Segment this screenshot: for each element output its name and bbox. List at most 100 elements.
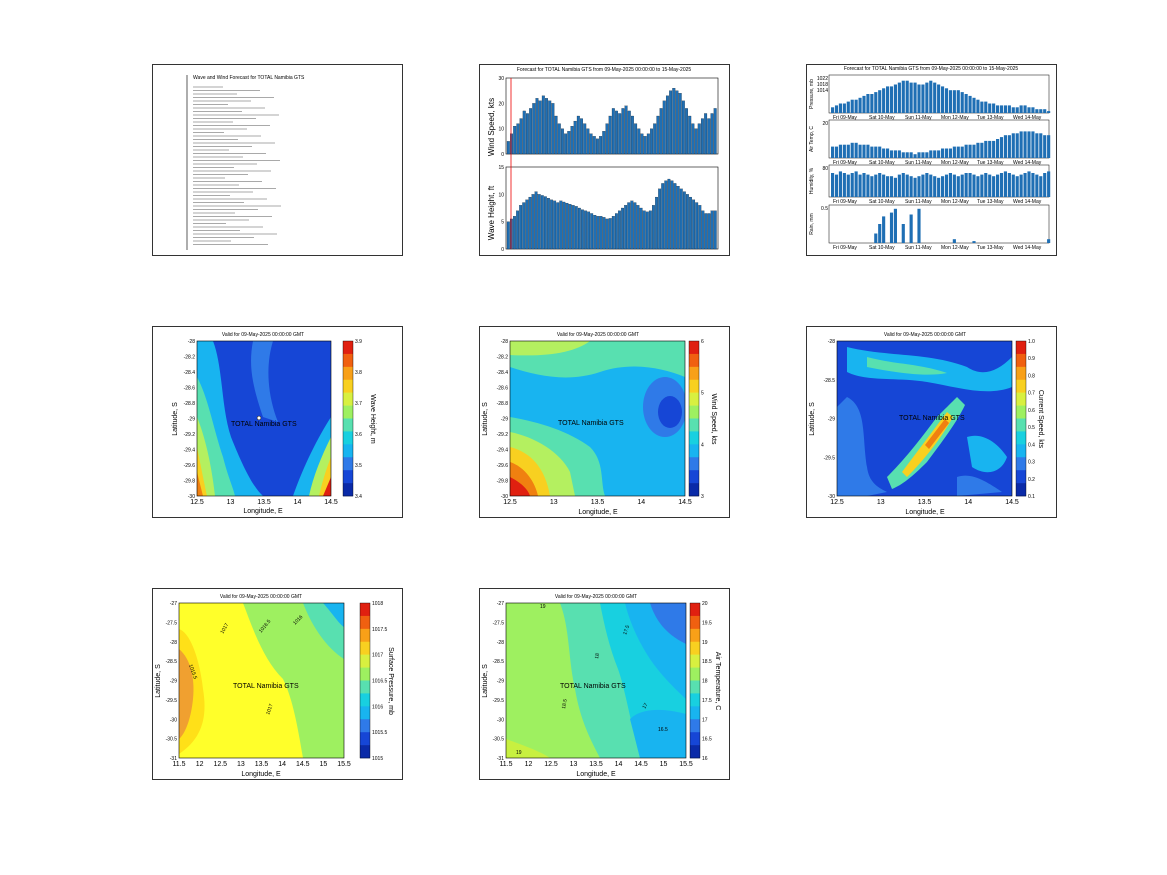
metocean-bar bbox=[866, 174, 870, 197]
map-xtick: 12.5 bbox=[503, 499, 517, 506]
colorbar-swatch bbox=[343, 392, 353, 406]
metocean-day-label: Sat 10-May bbox=[869, 115, 895, 121]
colorbar-swatch bbox=[689, 405, 699, 419]
report-panel: Wave and Wind Forecast for TOTAL Namibia… bbox=[152, 64, 403, 256]
map7-title: Valid for 09-May-2025 00:00:00 GMT bbox=[220, 594, 302, 600]
colorbar-tick: 17.5 bbox=[702, 698, 712, 704]
metocean-ylabel: Pressure, mb bbox=[809, 79, 815, 109]
wave-bar bbox=[701, 210, 705, 250]
map5-xlabel: Longitude, E bbox=[578, 509, 618, 516]
metocean-bar bbox=[893, 84, 897, 113]
metocean-bar bbox=[846, 101, 850, 113]
metocean-day-label: Sun 11-May bbox=[905, 245, 932, 251]
metocean-bar bbox=[889, 176, 894, 197]
colorbar-tick: 1.0 bbox=[1028, 339, 1035, 345]
metocean-day-label: Sun 11-May bbox=[905, 115, 932, 121]
metocean-bar bbox=[925, 173, 929, 197]
metocean-bar bbox=[901, 224, 905, 243]
metocean-bar bbox=[972, 241, 976, 243]
metocean-bar bbox=[917, 208, 921, 243]
colorbar-tick: 3.8 bbox=[355, 370, 362, 376]
metocean-bar bbox=[858, 144, 862, 158]
wind-bar bbox=[541, 95, 545, 155]
wave-bar bbox=[599, 216, 603, 250]
map-ytick: -29.5 bbox=[824, 455, 836, 461]
metocean-bar bbox=[917, 84, 921, 113]
colorbar-tick: 3 bbox=[701, 494, 704, 500]
metocean-bar bbox=[1015, 176, 1019, 197]
airtemp-map: Valid for 09-May-2025 00:00:00 GMT TOTAL… bbox=[482, 594, 721, 778]
wave-bar bbox=[652, 205, 655, 250]
metocean-bar bbox=[1031, 131, 1035, 158]
colorbar-swatch bbox=[360, 693, 370, 707]
colorbar-swatch bbox=[343, 379, 353, 393]
metocean-bar bbox=[866, 144, 870, 158]
metocean-bar bbox=[964, 94, 968, 113]
wind-bar bbox=[627, 110, 631, 155]
colorbar-tick: 1018 bbox=[372, 601, 383, 607]
metocean-day-label: Mon 12-May bbox=[941, 245, 969, 251]
metocean-bar bbox=[901, 80, 905, 113]
metocean-bar bbox=[886, 148, 890, 158]
metocean-bar bbox=[996, 105, 1000, 113]
metocean-bar bbox=[1011, 174, 1015, 197]
colorbar-tick: 0.4 bbox=[1028, 442, 1035, 448]
colorbar-tick: 3.9 bbox=[355, 339, 362, 345]
wind-bar bbox=[634, 123, 638, 155]
colorbar-tick: 18 bbox=[702, 679, 708, 685]
metocean-bar bbox=[1031, 173, 1035, 197]
map-xtick: 15 bbox=[660, 761, 668, 768]
colorbar-tick: 3.4 bbox=[355, 494, 362, 500]
metocean-bar bbox=[870, 146, 874, 158]
colorbar-swatch bbox=[360, 641, 370, 655]
wind-bar bbox=[700, 118, 704, 155]
wave-bar bbox=[611, 216, 615, 250]
colorbar-swatch bbox=[689, 418, 699, 432]
metocean-bar bbox=[1035, 133, 1039, 158]
wind-bar bbox=[564, 133, 568, 155]
metocean-bar bbox=[1015, 133, 1019, 158]
wind-bar bbox=[532, 103, 536, 155]
map-ytick: -29 bbox=[188, 417, 195, 423]
metocean-bar bbox=[944, 148, 949, 158]
map-ytick: -29 bbox=[170, 679, 177, 685]
map-ytick: -29.4 bbox=[184, 448, 196, 454]
wave-bar bbox=[559, 200, 563, 250]
colorbar-frame bbox=[1015, 340, 1027, 497]
map-ytick: -28.6 bbox=[497, 386, 509, 392]
map4-ylabel: Latitude, S bbox=[172, 402, 179, 436]
wind-bar bbox=[665, 95, 669, 155]
metocean-bar bbox=[854, 142, 858, 158]
wave-bar bbox=[513, 216, 516, 250]
metocean-bar bbox=[968, 144, 972, 158]
metocean-bar bbox=[842, 173, 846, 197]
colorbar-swatch bbox=[689, 379, 699, 393]
colorbar-tick: 16 bbox=[702, 756, 708, 762]
metocean-bar bbox=[941, 176, 945, 197]
colorbar-swatch bbox=[689, 470, 699, 484]
map8-ylabel: Latitude, S bbox=[482, 664, 489, 698]
colorbar-swatch bbox=[343, 457, 353, 471]
colorbar-tick: 3.5 bbox=[355, 463, 362, 469]
pressure-map: Valid for 09-May-2025 00:00:00 GMT TOTAL… bbox=[155, 594, 394, 778]
metocean-bar bbox=[901, 152, 905, 158]
metocean-bar bbox=[984, 101, 988, 113]
colorbar-swatch bbox=[1016, 366, 1026, 381]
metocean-bar bbox=[831, 107, 835, 113]
wave-bar bbox=[618, 210, 621, 250]
metocean-day-label: Sun 11-May bbox=[905, 199, 932, 205]
metocean-bar bbox=[972, 174, 976, 197]
map6-title: Valid for 09-May-2025 00:00:00 GMT bbox=[884, 332, 966, 338]
colorbar-swatch bbox=[690, 706, 700, 720]
metocean-bar bbox=[897, 150, 901, 158]
map-ytick: -28.8 bbox=[497, 401, 509, 407]
wind-bar bbox=[567, 131, 571, 155]
wave-bar bbox=[571, 205, 575, 250]
colorbar-tick: 1016.5 bbox=[372, 679, 388, 685]
wave-bar bbox=[540, 195, 544, 250]
colorbar-swatch bbox=[1016, 341, 1026, 355]
wind-bar bbox=[621, 108, 625, 155]
wave-bar bbox=[670, 180, 674, 250]
map-ytick: -29.2 bbox=[184, 432, 196, 438]
metocean-bar bbox=[842, 103, 846, 113]
